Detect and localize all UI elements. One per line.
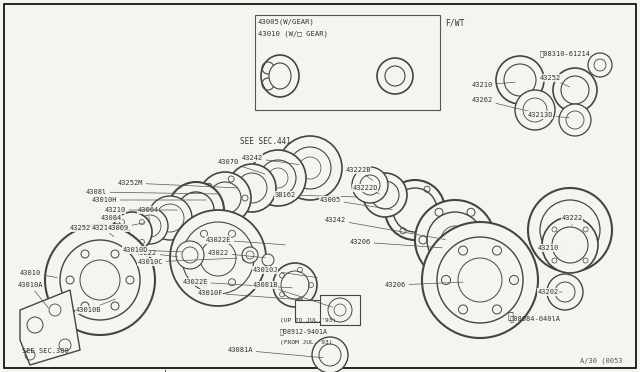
- Text: 43206: 43206: [349, 239, 442, 248]
- Text: 43064: 43064: [138, 207, 159, 223]
- Circle shape: [250, 150, 306, 206]
- Circle shape: [363, 173, 407, 217]
- Text: SEE SEC.380: SEE SEC.380: [22, 348, 68, 354]
- Text: 43222B: 43222B: [345, 167, 372, 180]
- Circle shape: [377, 58, 413, 94]
- Circle shape: [515, 90, 555, 130]
- Circle shape: [176, 241, 204, 269]
- Bar: [295, 300, 330, 322]
- Text: 43222D: 43222D: [352, 185, 380, 194]
- Text: 43005(W/GEAR): 43005(W/GEAR): [258, 18, 315, 25]
- Text: 43219: 43219: [92, 225, 114, 236]
- Text: A/30 (0053: A/30 (0053: [580, 358, 623, 365]
- Ellipse shape: [269, 63, 291, 89]
- Polygon shape: [20, 290, 80, 365]
- Circle shape: [312, 337, 348, 372]
- Text: 43262: 43262: [472, 97, 529, 111]
- Text: 43010 (W/□ GEAR): 43010 (W/□ GEAR): [258, 30, 328, 36]
- Text: Ⓢ08310-61214: Ⓢ08310-61214: [540, 50, 591, 57]
- Text: 43010D: 43010D: [122, 247, 182, 253]
- Circle shape: [148, 196, 192, 240]
- Circle shape: [273, 263, 317, 307]
- Text: Ⓝ08912-9401A: Ⓝ08912-9401A: [280, 328, 328, 334]
- Circle shape: [262, 254, 274, 266]
- Circle shape: [170, 210, 266, 306]
- Text: 43010F: 43010F: [197, 290, 302, 300]
- Circle shape: [542, 217, 598, 273]
- Text: 43010J: 43010J: [252, 267, 317, 278]
- Circle shape: [328, 298, 352, 322]
- Text: 43242: 43242: [324, 217, 445, 240]
- Text: 43210: 43210: [104, 207, 177, 213]
- Ellipse shape: [261, 55, 299, 97]
- Circle shape: [102, 224, 130, 252]
- Circle shape: [242, 247, 258, 263]
- Text: 43213D: 43213D: [527, 112, 569, 118]
- Text: 43242: 43242: [241, 155, 300, 165]
- Bar: [255, 15, 440, 110]
- Circle shape: [278, 136, 342, 200]
- Circle shape: [422, 222, 538, 338]
- Text: Ⓑ08084-040lA: Ⓑ08084-040lA: [510, 315, 561, 322]
- Text: 38162: 38162: [275, 192, 357, 198]
- Text: 4308l: 4308l: [85, 189, 217, 195]
- Text: 43084: 43084: [100, 215, 130, 231]
- Text: 43206: 43206: [385, 282, 463, 288]
- Text: 43010H: 43010H: [92, 197, 206, 203]
- Circle shape: [547, 274, 583, 310]
- Circle shape: [228, 164, 276, 212]
- Text: 43081A: 43081A: [227, 347, 323, 358]
- Text: 43252: 43252: [540, 75, 570, 87]
- Circle shape: [415, 200, 495, 280]
- Text: 43022E: 43022E: [205, 237, 285, 245]
- Circle shape: [199, 172, 251, 224]
- Text: 43022E: 43022E: [182, 279, 292, 288]
- Text: 43010C: 43010C: [137, 258, 237, 265]
- Bar: [320, 295, 360, 325]
- Circle shape: [45, 225, 155, 335]
- Text: Ⓑ: Ⓑ: [508, 310, 514, 320]
- Text: 43069: 43069: [108, 222, 145, 231]
- Text: 43222: 43222: [561, 215, 582, 225]
- Text: 43252M: 43252M: [117, 180, 237, 188]
- Text: SEE SEC.441: SEE SEC.441: [240, 137, 291, 146]
- Text: F/WT: F/WT: [445, 18, 465, 27]
- Text: 43202: 43202: [538, 289, 562, 295]
- Text: 43005: 43005: [319, 197, 392, 209]
- Text: 43222: 43222: [136, 250, 177, 257]
- Circle shape: [168, 182, 224, 238]
- Circle shape: [588, 53, 612, 77]
- Text: 43252: 43252: [69, 225, 95, 231]
- Text: 43022: 43022: [207, 250, 265, 258]
- Text: 43010B: 43010B: [76, 299, 115, 313]
- Text: 43070: 43070: [218, 159, 266, 174]
- Circle shape: [559, 104, 591, 136]
- Circle shape: [496, 56, 544, 104]
- Text: 43210: 43210: [472, 82, 515, 88]
- Circle shape: [385, 66, 405, 86]
- Text: (FROM JUL.'93): (FROM JUL.'93): [280, 340, 333, 345]
- Circle shape: [553, 68, 597, 112]
- Circle shape: [112, 212, 152, 252]
- Text: 43210: 43210: [538, 245, 562, 251]
- Circle shape: [528, 188, 612, 272]
- Text: 43010A: 43010A: [17, 282, 48, 308]
- Circle shape: [385, 180, 445, 240]
- Text: 43081B: 43081B: [252, 282, 332, 307]
- Circle shape: [132, 208, 168, 244]
- Circle shape: [352, 167, 388, 203]
- Text: (UP TO JUL.'93): (UP TO JUL.'93): [280, 318, 336, 323]
- Text: 43010: 43010: [19, 270, 57, 278]
